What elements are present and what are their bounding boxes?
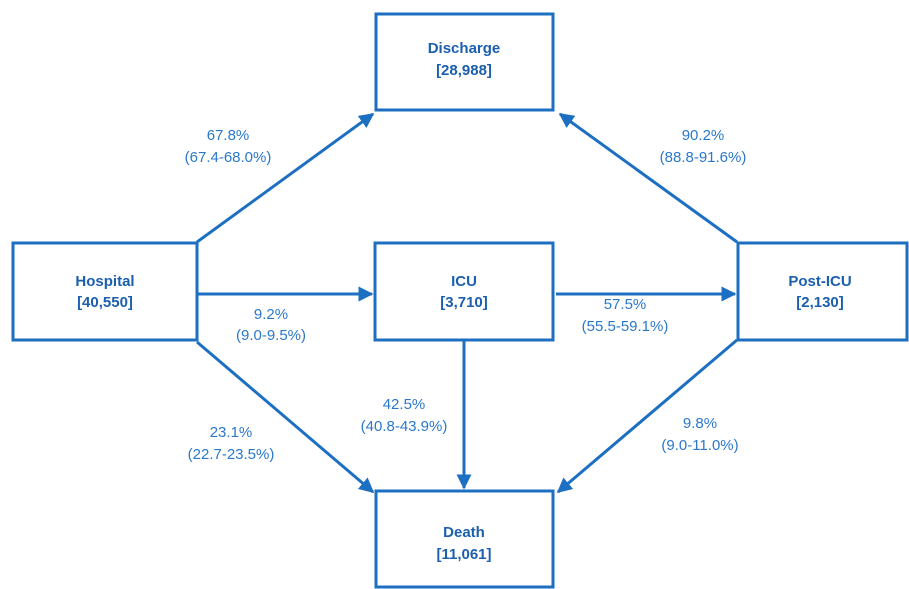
edge-interval: (88.8-91.6%)	[660, 149, 747, 166]
edge-percent: 57.5%	[604, 296, 647, 313]
node-box	[736, 241, 909, 342]
node-box	[11, 241, 199, 342]
node-label: Hospital	[75, 273, 134, 290]
edge-interval: (9.0-9.5%)	[236, 327, 306, 344]
node-label: Discharge	[428, 40, 501, 57]
node-label: Post-ICU	[788, 273, 851, 290]
node-box	[374, 12, 555, 112]
edge-percent: 67.8%	[207, 127, 250, 144]
edge-interval: (40.8-43.9%)	[361, 418, 448, 435]
edge-interval: (67.4-68.0%)	[185, 149, 272, 166]
edge-percent: 42.5%	[383, 396, 426, 413]
edge-percent: 9.2%	[254, 306, 288, 323]
edge-percent: 90.2%	[682, 127, 725, 144]
arrow	[556, 338, 738, 494]
node-count: [3,710]	[440, 294, 488, 311]
edge-percent: 9.8%	[683, 415, 717, 432]
node-label: ICU	[451, 273, 477, 290]
arrow	[196, 112, 375, 244]
node-count: [11,061]	[436, 546, 491, 563]
node-count: [40,550]	[77, 294, 133, 311]
edge-interval: (22.7-23.5%)	[188, 446, 275, 463]
edge-interval: (9.0-11.0%)	[661, 437, 738, 454]
node-label: Death	[443, 524, 485, 541]
node-count: [2,130]	[796, 294, 844, 311]
node-count: [28,988]	[436, 62, 492, 79]
node-box	[374, 489, 555, 589]
edge-interval: (55.5-59.1%)	[582, 318, 669, 335]
edge-percent: 23.1%	[210, 424, 253, 441]
arrow	[558, 112, 738, 244]
arrow	[196, 340, 375, 494]
node-box	[373, 241, 555, 342]
